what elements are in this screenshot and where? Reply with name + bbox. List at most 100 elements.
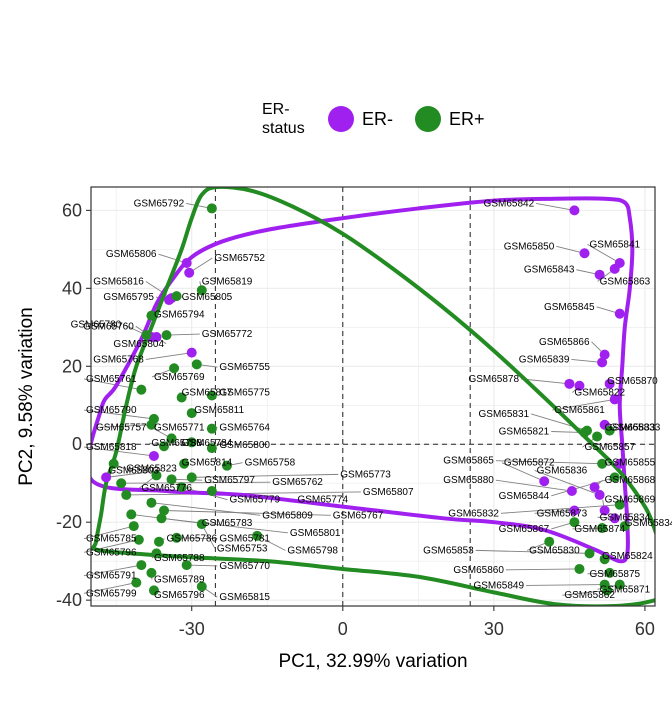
data-point-er-positive — [171, 291, 182, 302]
data-point-er-positive — [176, 482, 187, 493]
label-connector — [552, 398, 615, 411]
data-point-er-negative — [151, 332, 162, 343]
point-label: GSM65805 — [182, 292, 233, 303]
label-connector — [176, 537, 218, 540]
data-point-er-negative — [101, 472, 112, 483]
data-point-er-positive — [602, 585, 613, 596]
data-point-er-positive — [597, 458, 608, 469]
y-axis-title: PC2, 9.58% variation — [16, 307, 37, 486]
point-label: GSM65833 — [610, 423, 661, 434]
ellipse-er-positive — [91, 187, 655, 606]
data-point-er-positive — [126, 509, 137, 520]
data-point-er-positive — [133, 534, 144, 545]
label-connector — [121, 481, 271, 484]
point-label: GSM65803 — [108, 465, 159, 476]
data-point-er-positive — [141, 330, 152, 341]
point-label: GSM65770 — [219, 561, 270, 572]
label-connector — [145, 352, 192, 360]
point-label: GSM65758 — [245, 458, 296, 469]
data-point-er-positive — [161, 330, 172, 341]
label-connector — [166, 333, 200, 336]
point-label: GSM65775 — [219, 388, 270, 399]
data-point-er-positive — [614, 499, 625, 510]
point-label: GSM65755 — [219, 362, 270, 373]
data-point-er-negative — [566, 486, 577, 497]
data-point-er-positive — [609, 472, 620, 483]
point-label: GSM65757 — [96, 423, 147, 434]
data-point-er-negative — [569, 505, 580, 516]
label-connector — [505, 568, 580, 571]
data-point-er-positive — [206, 423, 217, 434]
point-label: GSM65797 — [204, 475, 255, 486]
point-label: GSM65785 — [86, 534, 137, 545]
point-label: GSM65796 — [154, 590, 205, 601]
data-point-er-positive — [196, 285, 207, 296]
point-label: GSM65781 — [219, 534, 270, 545]
label-connector — [495, 479, 572, 492]
data-point-er-positive — [206, 443, 217, 454]
point-label: GSM65779 — [229, 495, 280, 506]
legend-label-er-negative: ER- — [362, 108, 393, 129]
point-label: GSM65772 — [202, 329, 253, 340]
data-point-er-negative — [579, 248, 590, 259]
point-label: GSM65867 — [499, 524, 550, 535]
data-point-er-positive — [196, 581, 207, 592]
point-label: GSM65850 — [504, 241, 555, 252]
point-label: GSM65871 — [600, 584, 651, 595]
plot-panel-border — [90, 186, 656, 607]
data-point-er-negative — [609, 394, 620, 405]
label-connector — [106, 470, 162, 478]
label-connector — [534, 470, 600, 496]
point-label: GSM65788 — [154, 553, 205, 564]
data-point-er-positive — [597, 523, 608, 534]
data-point-er-positive — [186, 408, 197, 419]
point-label: GSM65823 — [126, 464, 177, 475]
point-label: GSM65834 — [625, 518, 672, 529]
x-axis-ticks: -30 0 30 60 — [179, 606, 655, 639]
data-point-er-positive — [148, 585, 159, 596]
point-label: GSM65799 — [86, 588, 137, 599]
point-label: GSM65866 — [539, 337, 590, 348]
data-point-er-positive — [619, 521, 630, 532]
data-point-er-negative — [599, 505, 610, 516]
data-point-er-negative — [609, 263, 620, 274]
label-connector — [164, 510, 331, 516]
data-point-er-negative — [569, 205, 580, 216]
data-point-er-positive — [191, 359, 202, 370]
data-point-er-negative — [614, 458, 625, 469]
data-point-er-negative — [148, 450, 159, 461]
data-point-er-positive — [599, 554, 610, 565]
data-point-er-positive — [584, 548, 595, 559]
label-connector — [186, 564, 218, 567]
point-label: GSM65815 — [219, 592, 270, 603]
point-label: GSM65861 — [554, 405, 605, 416]
label-connectors — [83, 203, 626, 598]
data-point-er-positive — [146, 310, 157, 321]
label-connector — [562, 589, 608, 596]
point-label: GSM65841 — [590, 239, 641, 250]
data-point-er-positive — [146, 419, 157, 430]
data-point-er-positive — [151, 470, 162, 481]
point-label: GSM65832 — [448, 508, 499, 519]
point-label: GSM65811 — [194, 405, 244, 416]
data-point-er-positive — [136, 384, 147, 395]
point-label: GSM65798 — [287, 545, 338, 556]
label-connector — [500, 504, 620, 514]
point-label: GSM65807 — [363, 487, 414, 498]
point-label: GSM65783 — [202, 518, 253, 529]
label-connector — [83, 446, 155, 457]
point-label: GSM65873 — [537, 508, 588, 519]
point-label: GSM65792 — [134, 198, 185, 209]
point-label: GSM65773 — [340, 469, 391, 480]
point-label: GSM65771 — [154, 423, 205, 434]
data-point-er-positive — [206, 203, 217, 214]
label-connector — [83, 525, 134, 540]
data-point-er-positive — [166, 433, 177, 444]
point-label: GSM65794 — [154, 310, 205, 321]
x-tick-label: -30 — [179, 619, 205, 639]
data-point-er-positive — [169, 363, 180, 374]
data-point-er-positive — [569, 517, 580, 528]
data-point-er-positive — [146, 567, 157, 578]
point-label: GSM65833 — [605, 423, 656, 434]
